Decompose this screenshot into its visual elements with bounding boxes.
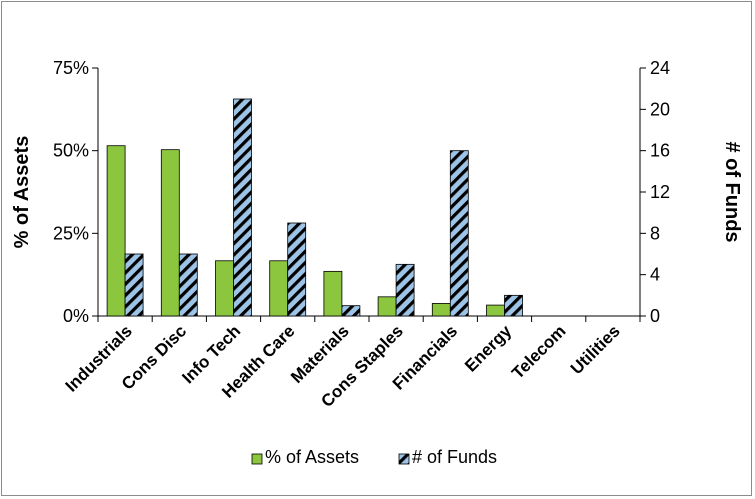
bar-pct-assets — [160, 149, 180, 317]
left-tick-label: 75% — [53, 58, 89, 78]
bar-pct-assets — [431, 303, 451, 317]
bar-pct-assets — [269, 260, 289, 317]
bars — [106, 98, 523, 317]
x-tick-label: Energy — [461, 321, 516, 376]
bar-pct-assets — [215, 260, 234, 317]
bar-pct-assets — [377, 296, 397, 317]
right-tick-label: 12 — [650, 182, 670, 202]
legend-label: % of Assets — [265, 447, 359, 467]
left-tick-label: 0% — [63, 306, 89, 326]
right-axis-title: # of Funds — [721, 141, 743, 242]
right-tick-label: 8 — [650, 223, 660, 243]
left-axis-title: % of Assets — [11, 136, 33, 249]
legend-label: # of Funds — [412, 447, 497, 467]
bar-num-funds — [287, 222, 307, 317]
bar-num-funds — [504, 294, 523, 317]
axes: 0% 25% 50% 75% 0 4 8 12 16 20 24 % of Assets # of Fu… — [11, 58, 743, 326]
x-tick-label: Utilities — [567, 321, 624, 378]
legend-item-num-funds: # of Funds — [398, 447, 497, 467]
right-tick-label: 0 — [650, 306, 660, 326]
bar-pct-assets — [486, 304, 505, 317]
right-tick-label: 4 — [650, 265, 660, 285]
left-tick-label: 50% — [53, 141, 89, 161]
legend-swatch — [251, 453, 263, 465]
right-tick-label: 20 — [650, 99, 670, 119]
bar-pct-assets — [106, 145, 126, 317]
legend-swatch — [398, 453, 410, 465]
bar-num-funds — [178, 253, 198, 317]
bar-pct-assets — [323, 270, 343, 317]
legend: % of Assets # of Funds — [251, 447, 497, 467]
bar-num-funds — [449, 150, 469, 317]
bar-num-funds — [395, 263, 415, 317]
bar-num-funds — [124, 253, 144, 317]
legend-item-pct-assets: % of Assets — [251, 447, 359, 467]
x-tick-label: Telecom — [508, 321, 569, 382]
right-tick-label: 16 — [650, 141, 670, 161]
left-tick-label: 25% — [53, 223, 89, 243]
bar-num-funds — [233, 98, 252, 317]
bar-num-funds — [341, 305, 361, 317]
right-tick-label: 24 — [650, 58, 670, 78]
